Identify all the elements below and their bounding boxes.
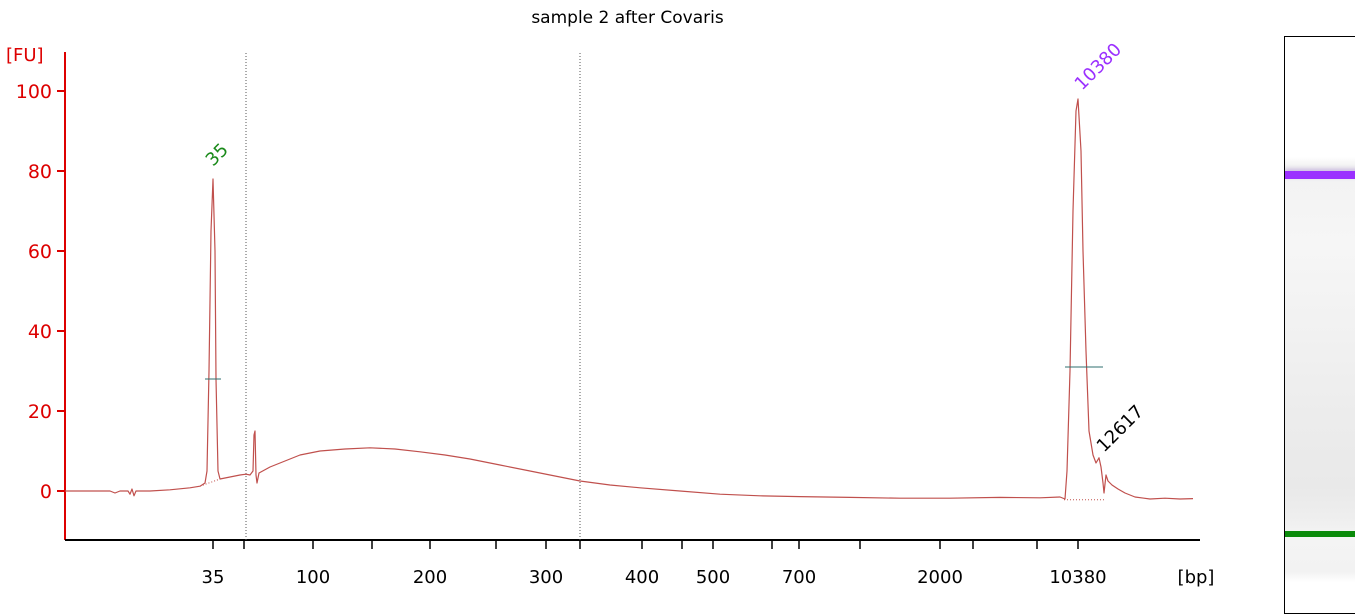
y-tick-label: 0	[40, 481, 52, 503]
gel-band-lower-marker	[1285, 531, 1355, 537]
peak-label: 10380	[1071, 39, 1126, 94]
gel-image	[1284, 36, 1355, 614]
x-tick-label: 2000	[917, 567, 963, 588]
x-tick-label: 300	[529, 567, 563, 588]
peak-label: 12617	[1093, 401, 1148, 456]
x-tick-label: 400	[625, 567, 659, 588]
x-tick-label: 10380	[1049, 567, 1106, 588]
x-tick-label: 35	[202, 567, 225, 588]
gel-background	[1285, 37, 1355, 613]
y-tick-label: 100	[16, 81, 52, 103]
x-tick-label: 100	[296, 567, 330, 588]
x-tick-label: 700	[782, 567, 816, 588]
electropherogram-chart: 0 20 40 60 80 100 [FU] 35 100 200 300 400 500 700 2000…	[6, 39, 1215, 588]
gel-band-upper-marker	[1285, 171, 1355, 179]
x-tick-label: 200	[413, 567, 447, 588]
x-tick-label: 500	[696, 567, 730, 588]
peak-baseline	[199, 478, 221, 487]
y-tick-label: 40	[28, 321, 52, 343]
series-trace	[65, 98, 1194, 500]
y-tick-label: 60	[28, 241, 52, 263]
peak-label: 35	[202, 139, 233, 170]
y-axis-label: [FU]	[6, 45, 44, 66]
y-tick-label: 80	[28, 161, 52, 183]
x-axis-label: [bp]	[1178, 567, 1215, 588]
y-tick-label: 20	[28, 401, 52, 423]
chart-title: sample 2 after Covaris	[531, 8, 724, 28]
